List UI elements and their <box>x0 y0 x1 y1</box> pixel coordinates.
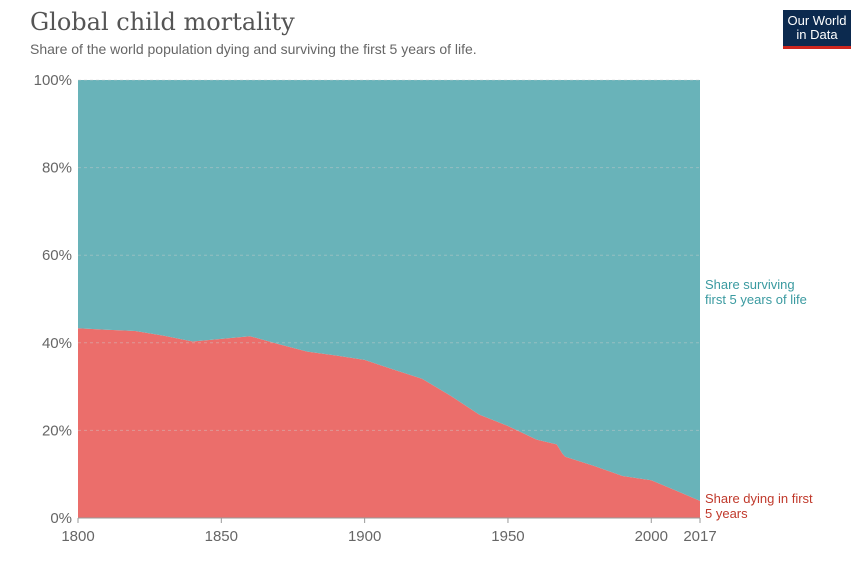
y-tick-label: 40% <box>42 335 72 352</box>
y-tick-label: 80% <box>42 160 72 177</box>
chart-title: Global child mortality <box>30 8 295 36</box>
x-tick-label: 1800 <box>61 528 94 545</box>
chart-subtitle: Share of the world population dying and … <box>30 41 477 57</box>
x-tick-label: 2017 <box>683 528 716 545</box>
y-tick-label: 20% <box>42 422 72 439</box>
series-label-1: first 5 years of life <box>705 292 807 307</box>
our-world-in-data-logo[interactable]: Our World in Data <box>783 10 851 49</box>
area-series-1 <box>78 80 700 501</box>
y-tick-label: 100% <box>34 72 72 89</box>
y-tick-label: 0% <box>50 510 72 527</box>
x-tick-label: 1900 <box>348 528 381 545</box>
x-tick-label: 1850 <box>205 528 238 545</box>
series-label-0: Share dying in first <box>705 491 813 506</box>
y-tick-label: 60% <box>42 247 72 264</box>
logo-line-2: in Data <box>796 27 838 42</box>
x-tick-label: 2000 <box>635 528 668 545</box>
x-tick-label: 1950 <box>491 528 524 545</box>
logo-line-1: Our World <box>787 13 847 28</box>
series-label-1: Share surviving <box>705 277 795 292</box>
series-label-0: 5 years <box>705 506 748 521</box>
area-series-0 <box>78 328 700 518</box>
